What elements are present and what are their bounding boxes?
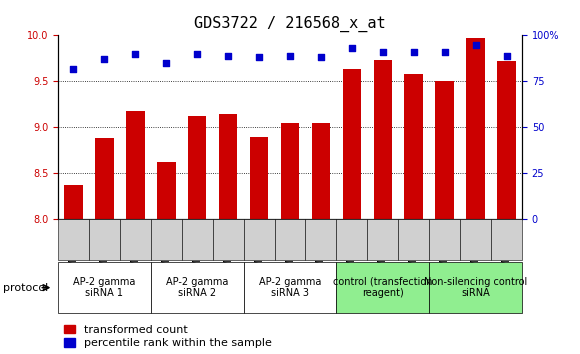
Text: AP-2 gamma
siRNA 2: AP-2 gamma siRNA 2 [166,277,229,298]
Legend: transformed count, percentile rank within the sample: transformed count, percentile rank withi… [64,325,271,348]
Point [440,49,450,55]
Point [502,53,511,58]
Point [100,57,109,62]
Point [69,66,78,72]
Point [471,42,480,47]
Text: control (transfection
reagent): control (transfection reagent) [333,277,433,298]
Point [162,60,171,66]
Bar [343,69,361,354]
Bar [95,138,114,354]
Point [316,55,325,60]
Bar [250,137,269,354]
Point [409,49,418,55]
Point [255,55,264,60]
Bar [188,116,206,354]
Bar [404,74,423,354]
Point [378,49,387,55]
Bar [374,60,392,354]
Text: Non-silencing control
siRNA: Non-silencing control siRNA [424,277,527,298]
Text: AP-2 gamma
siRNA 3: AP-2 gamma siRNA 3 [259,277,321,298]
Point [285,53,295,58]
Bar [64,185,83,354]
Point [130,51,140,57]
Point [347,45,357,51]
Text: protocol: protocol [3,282,48,293]
Bar [281,123,299,354]
Point [223,53,233,58]
Bar [219,114,237,354]
Bar [126,111,144,354]
Bar [436,81,454,354]
Bar [466,38,485,354]
Bar [157,162,176,354]
Text: AP-2 gamma
siRNA 1: AP-2 gamma siRNA 1 [73,277,136,298]
Bar [311,123,330,354]
Text: GDS3722 / 216568_x_at: GDS3722 / 216568_x_at [194,16,386,32]
Bar [497,61,516,354]
Point [193,51,202,57]
